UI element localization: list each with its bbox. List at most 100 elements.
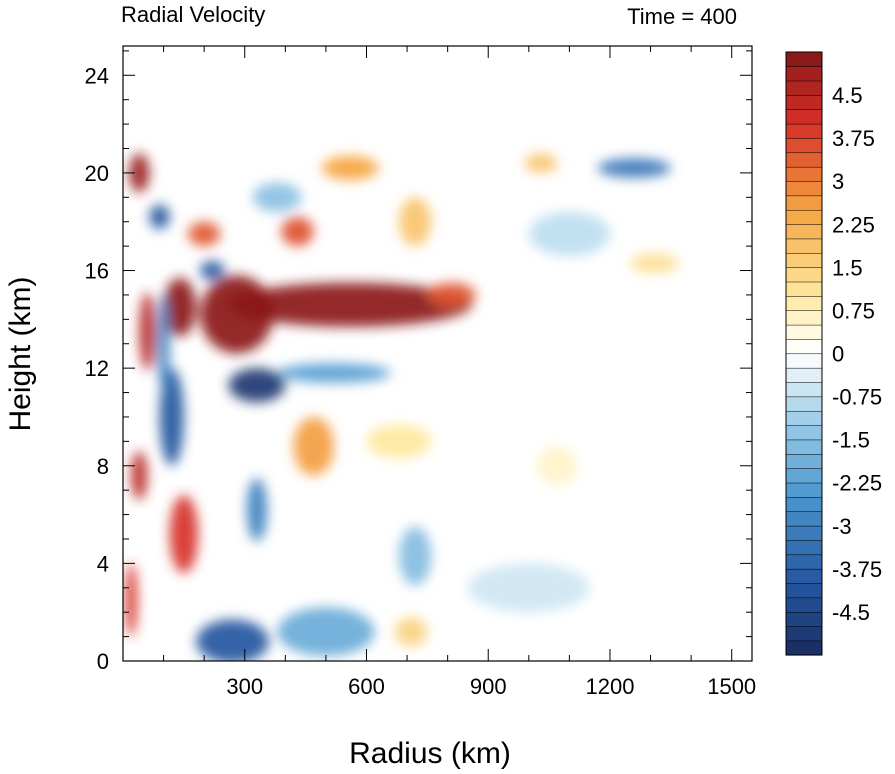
colorbar-bin: [785, 482, 823, 498]
colorbar-tick-label: 2.25: [832, 212, 875, 237]
y-tick-label: 24: [85, 63, 109, 88]
colorbar-bin: [785, 353, 823, 369]
colorbar-bin: [785, 137, 823, 154]
heatmap-plot-area: [122, 45, 753, 662]
colorbar-frame: [785, 51, 823, 656]
colorbar-bin: [785, 568, 823, 584]
heatmap-feature: [200, 275, 274, 354]
colorbar-bin: [785, 367, 823, 383]
colorbar-bin: [785, 324, 823, 340]
y-tick-label: 0: [97, 649, 109, 674]
heatmap-feature: [398, 197, 432, 247]
y-tick-label: 16: [85, 259, 109, 284]
colorbar-tick-label: -0.75: [832, 385, 882, 410]
colorbar-tick-label: -4.5: [832, 600, 870, 625]
colorbar-bin: [785, 439, 823, 455]
colorbar-bin: [785, 640, 823, 656]
y-tick-label: 12: [85, 356, 109, 381]
heatmap-features: [125, 153, 679, 661]
heatmap-feature: [163, 277, 197, 337]
colorbar-bin: [785, 338, 823, 355]
colorbar-bin: [785, 281, 823, 297]
colorbar-tick-label: 3: [832, 169, 844, 194]
colorbar-bin: [785, 310, 823, 326]
colorbar-bin: [785, 66, 823, 82]
colorbar-bin: [785, 554, 823, 570]
colorbar-bin: [785, 626, 823, 642]
colorbar-bin: [785, 51, 823, 67]
colorbar-bin: [785, 496, 823, 512]
y-tick-label: 4: [97, 551, 109, 576]
colorbar-bin: [785, 582, 823, 599]
x-tick-label: 1500: [707, 674, 756, 699]
heatmap-feature: [536, 446, 578, 486]
heatmap-feature: [246, 477, 268, 542]
heatmap-feature: [228, 282, 472, 327]
colorbar-bin: [785, 180, 823, 197]
heatmap-feature: [366, 424, 432, 459]
colorbar-bin: [785, 267, 823, 283]
colorbar-bin: [785, 511, 823, 527]
chart-title-left: Radial Velocity: [121, 2, 265, 27]
colorbar-tick-label: -1.5: [832, 428, 870, 453]
colorbar-bin: [785, 94, 823, 110]
colorbar: 4.5 3.75 3 2.25 1.5 0.75 0 -0.75 -1.5 -2.25 -3 -3.7…: [785, 51, 882, 656]
colorbar-tick-label: -2.25: [832, 471, 882, 496]
heatmap-feature: [427, 282, 477, 308]
y-axis-ticks: 0 4 8 12 16 20 24: [85, 50, 752, 674]
plot-frame: [122, 45, 753, 662]
heatmap-feature: [277, 607, 375, 657]
y-axis-label: Height (km): [4, 276, 37, 431]
x-tick-label: 600: [348, 674, 385, 699]
heatmap-feature: [293, 416, 335, 476]
x-tick-label: 900: [470, 674, 507, 699]
heatmap-feature: [277, 363, 391, 383]
heatmap-feature: [169, 495, 199, 574]
colorbar-bin: [785, 152, 823, 168]
plot-background: [123, 46, 752, 661]
x-axis-label: Radius (km): [349, 737, 511, 770]
heatmap-feature: [597, 158, 671, 178]
colorbar-bin: [785, 166, 823, 182]
heatmap-feature: [321, 155, 379, 181]
x-tick-label: 300: [226, 674, 263, 699]
heatmap-feature: [139, 292, 156, 371]
heatmap-feature: [467, 563, 590, 613]
colorbar-bin: [785, 525, 823, 541]
heatmap-feature: [157, 294, 170, 393]
heatmap-feature: [125, 563, 138, 637]
heatmap-feature: [149, 204, 170, 230]
colorbar-bin: [785, 209, 823, 225]
y-tick-label: 20: [85, 161, 109, 186]
colorbar-bin: [785, 597, 823, 613]
colorbar-tick-label: 0: [832, 342, 844, 367]
colorbar-tick-label: 4.5: [832, 83, 863, 108]
colorbar-bin: [785, 381, 823, 398]
colorbar-bin: [785, 611, 823, 627]
heatmap-feature: [159, 368, 184, 466]
heatmap-feature: [187, 221, 221, 247]
colorbar-tick-label: 1.5: [832, 255, 863, 280]
heatmap-feature: [129, 153, 150, 193]
colorbar-tick-label: -3.75: [832, 557, 882, 582]
x-axis-ticks: 300 600 900 1200 1500: [163, 46, 756, 699]
heatmap-feature: [228, 368, 286, 403]
heatmap-feature: [252, 182, 302, 212]
colorbar-tick-label: -3: [832, 514, 852, 539]
colorbar-bin: [785, 468, 823, 484]
colorbar-bin: [785, 295, 823, 311]
colorbar-bin: [785, 195, 823, 211]
y-tick-label: 8: [97, 454, 109, 479]
colorbar-bin: [785, 238, 823, 254]
colorbar-bin: [785, 425, 823, 441]
heatmap-feature: [394, 617, 428, 647]
heatmap-feature: [398, 526, 432, 586]
heatmap-feature: [630, 253, 679, 273]
colorbar-tick-label: 0.75: [832, 298, 875, 323]
colorbar-bin: [785, 396, 823, 412]
chart-title-right: Time = 400: [627, 4, 737, 29]
heatmap-feature: [281, 216, 314, 247]
colorbar-bin: [785, 80, 823, 96]
colorbar-bin: [785, 109, 823, 125]
